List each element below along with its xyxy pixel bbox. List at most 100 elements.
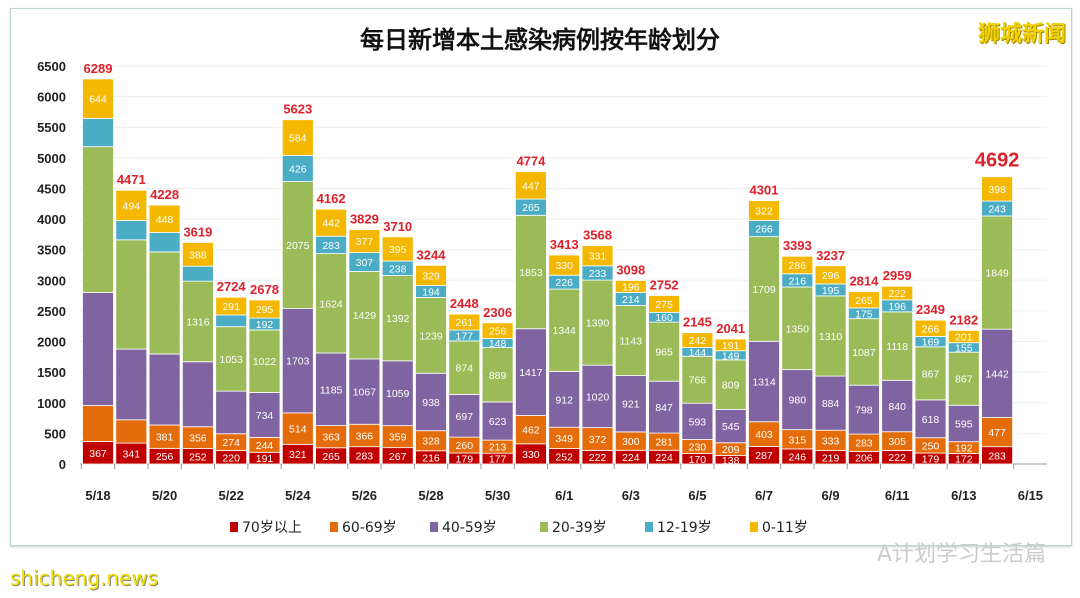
data-label: 1118 bbox=[886, 341, 908, 353]
data-label: 291 bbox=[222, 301, 240, 313]
total-label: 2752 bbox=[650, 277, 679, 292]
bar-segment bbox=[448, 313, 481, 331]
x-tick-label: 6/9 bbox=[822, 488, 840, 503]
bar-segment bbox=[981, 328, 1013, 418]
data-label: 2075 bbox=[286, 240, 310, 252]
data-label: 377 bbox=[356, 236, 374, 248]
data-label: 265 bbox=[522, 202, 540, 214]
total-label: 4228 bbox=[150, 187, 179, 202]
legend-swatch bbox=[750, 522, 758, 532]
data-label: 1310 bbox=[819, 331, 843, 343]
bar-segment bbox=[215, 326, 248, 392]
data-label: 286 bbox=[789, 260, 807, 272]
legend-label: 12-19岁 bbox=[657, 520, 712, 536]
bar-segment bbox=[115, 419, 148, 444]
x-tick-label: 5/22 bbox=[219, 488, 244, 503]
total-label: 2814 bbox=[849, 274, 879, 289]
data-label: 155 bbox=[955, 342, 973, 354]
y-tick-label: 4000 bbox=[37, 212, 66, 227]
data-label: 330 bbox=[555, 260, 573, 272]
bar-segment bbox=[748, 236, 780, 342]
bar-segment bbox=[82, 292, 114, 406]
y-tick-label: 1500 bbox=[37, 365, 66, 380]
y-tick-label: 5500 bbox=[37, 120, 66, 135]
bar-segment bbox=[814, 295, 847, 377]
watermark-site: shicheng.news bbox=[10, 566, 159, 590]
total-label: 2041 bbox=[716, 321, 745, 336]
bar-segment bbox=[82, 78, 114, 119]
data-label: 160 bbox=[655, 312, 673, 324]
data-label: 867 bbox=[955, 374, 973, 386]
data-label: 363 bbox=[322, 432, 340, 444]
data-label: 281 bbox=[655, 437, 673, 449]
data-label: 213 bbox=[489, 442, 507, 454]
data-label: 295 bbox=[256, 304, 274, 316]
bar-segment bbox=[914, 346, 947, 401]
data-label: 426 bbox=[289, 164, 307, 176]
data-label: 965 bbox=[655, 347, 673, 359]
data-label: 222 bbox=[589, 452, 607, 464]
data-label: 341 bbox=[123, 449, 141, 461]
data-label: 256 bbox=[489, 326, 507, 338]
total-label: 3244 bbox=[417, 247, 447, 262]
data-label: 367 bbox=[89, 448, 107, 460]
data-label: 243 bbox=[988, 204, 1006, 216]
bar-segment bbox=[248, 299, 281, 319]
data-label: 177 bbox=[489, 454, 507, 466]
total-label: 3237 bbox=[816, 248, 845, 263]
bar-segment bbox=[947, 351, 980, 406]
data-label: 1022 bbox=[253, 356, 277, 368]
data-label: 366 bbox=[356, 430, 374, 442]
data-label: 149 bbox=[722, 350, 740, 362]
data-label: 287 bbox=[755, 450, 773, 462]
data-label: 265 bbox=[855, 295, 873, 307]
data-label: 242 bbox=[689, 335, 707, 347]
data-label: 1344 bbox=[553, 325, 577, 337]
total-label: 3393 bbox=[783, 238, 812, 253]
data-label: 980 bbox=[789, 395, 807, 407]
data-label: 233 bbox=[589, 268, 607, 280]
data-label: 1624 bbox=[319, 298, 343, 310]
bar-segment bbox=[748, 340, 780, 423]
data-label: 398 bbox=[988, 184, 1006, 196]
data-label: 274 bbox=[222, 437, 240, 449]
data-label: 1239 bbox=[419, 330, 443, 342]
data-label: 206 bbox=[855, 453, 873, 465]
x-tick-label: 6/13 bbox=[951, 488, 976, 503]
bar-segment bbox=[781, 369, 814, 431]
legend-label: 70岁以上 bbox=[242, 520, 302, 536]
data-label: 938 bbox=[422, 397, 440, 409]
legend-swatch bbox=[645, 522, 653, 532]
data-label: 395 bbox=[389, 244, 407, 256]
bar-segment bbox=[848, 384, 880, 435]
data-label: 283 bbox=[855, 438, 873, 450]
x-tick-label: 5/24 bbox=[285, 488, 311, 503]
legend-swatch bbox=[230, 522, 238, 532]
data-label: 195 bbox=[822, 285, 840, 297]
y-tick-label: 500 bbox=[44, 426, 66, 441]
bar-segment bbox=[748, 200, 780, 221]
bar-segment bbox=[981, 215, 1013, 330]
data-label: 196 bbox=[888, 301, 906, 313]
bar-segment bbox=[148, 204, 181, 233]
data-label: 584 bbox=[289, 133, 307, 145]
bar-segment bbox=[415, 264, 447, 286]
data-label: 250 bbox=[922, 440, 940, 452]
data-label: 1067 bbox=[353, 387, 377, 399]
y-tick-label: 3500 bbox=[37, 243, 66, 258]
bar-segment bbox=[82, 117, 114, 148]
bar-segment bbox=[848, 318, 880, 386]
y-tick-label: 6000 bbox=[37, 90, 66, 105]
data-label: 179 bbox=[922, 454, 940, 466]
bar-segment bbox=[781, 255, 814, 275]
x-tick-label: 6/3 bbox=[622, 488, 640, 503]
bar-segment bbox=[881, 285, 914, 301]
bar-segment bbox=[947, 329, 980, 344]
bar-segment bbox=[281, 308, 314, 414]
data-label: 220 bbox=[222, 452, 240, 464]
data-label: 1350 bbox=[786, 323, 810, 335]
bar-segment bbox=[981, 417, 1013, 448]
data-label: 244 bbox=[256, 440, 274, 452]
bar-segment bbox=[82, 405, 114, 442]
